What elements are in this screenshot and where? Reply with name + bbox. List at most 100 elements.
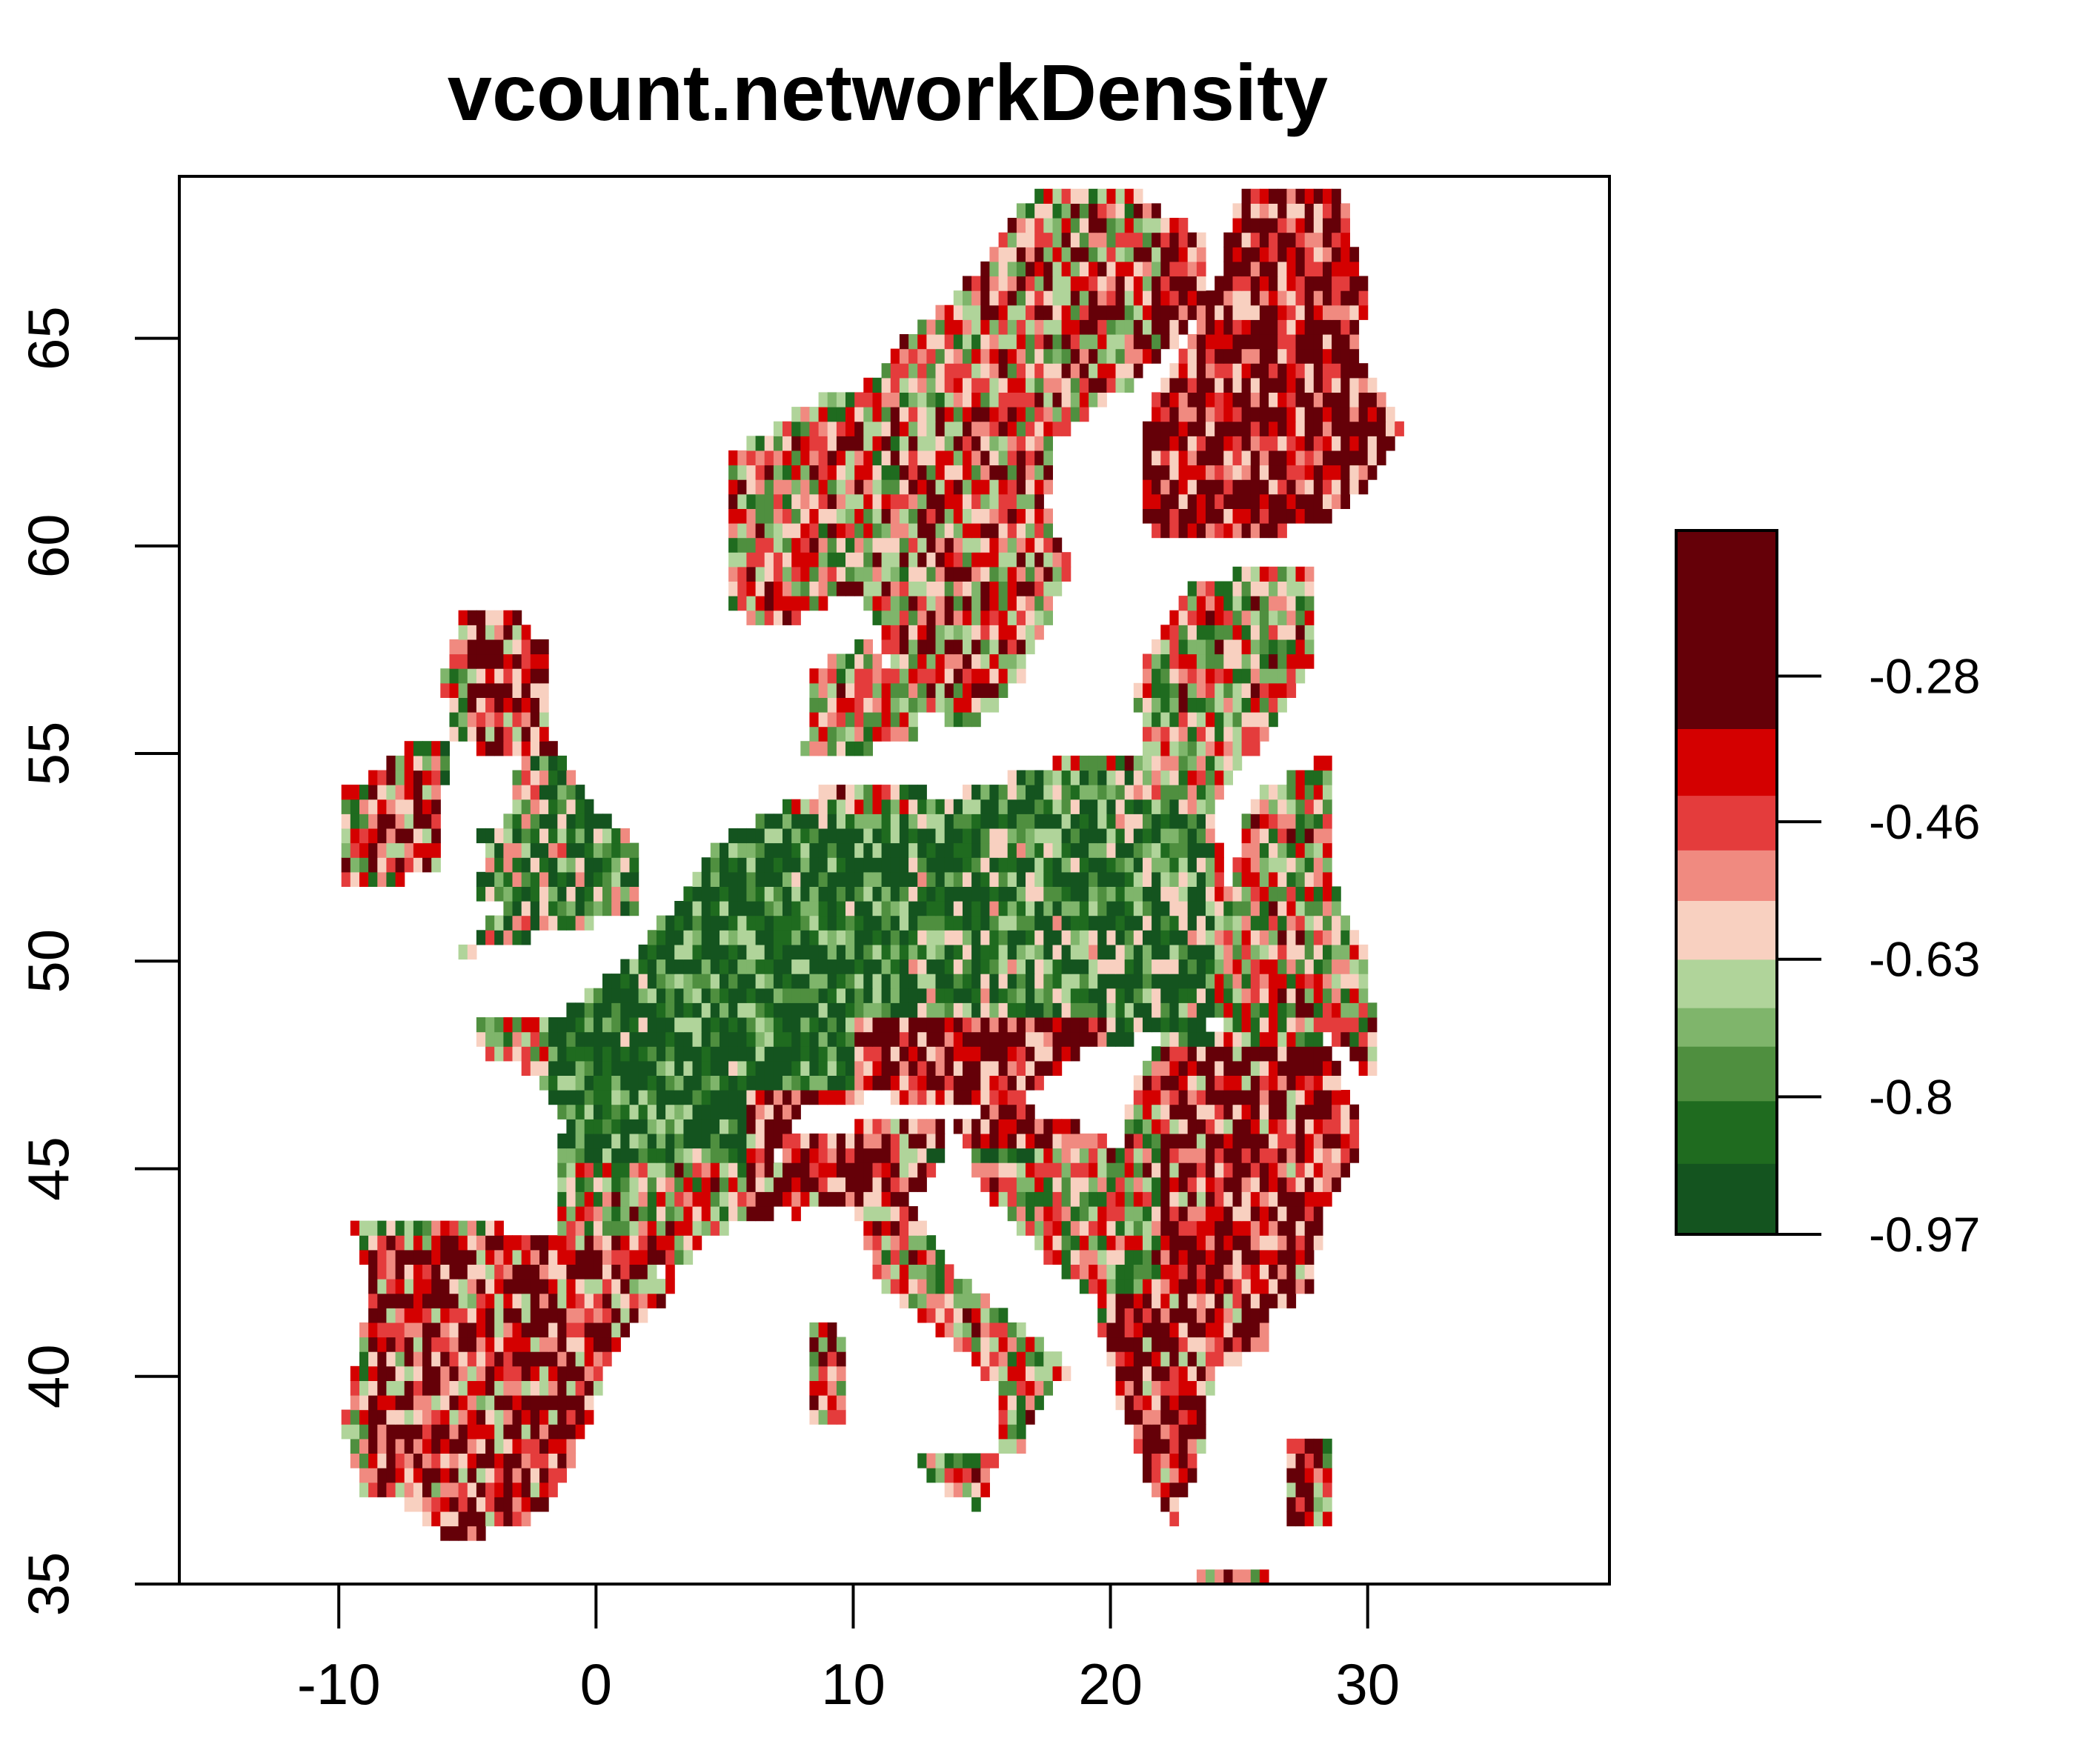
raster-cell bbox=[827, 450, 837, 466]
raster-cell bbox=[395, 1322, 405, 1338]
raster-cell bbox=[1215, 1104, 1224, 1119]
raster-cell bbox=[926, 1090, 937, 1105]
raster-cell bbox=[1196, 596, 1206, 611]
raster-cell bbox=[1241, 639, 1252, 655]
raster-cell bbox=[476, 1337, 486, 1352]
raster-cell bbox=[1133, 1249, 1143, 1265]
raster-cell bbox=[1124, 1017, 1134, 1033]
raster-cell bbox=[548, 1249, 558, 1265]
raster-cell bbox=[845, 1046, 855, 1062]
raster-cell bbox=[377, 1365, 387, 1381]
raster-cell bbox=[1061, 1249, 1071, 1265]
raster-cell bbox=[530, 871, 540, 887]
raster-cell bbox=[1187, 1220, 1197, 1236]
raster-cell bbox=[1034, 537, 1044, 553]
raster-cell bbox=[944, 697, 954, 713]
raster-cell bbox=[935, 625, 946, 640]
raster-cell bbox=[1052, 785, 1063, 800]
raster-cell bbox=[413, 770, 423, 785]
raster-cell bbox=[1079, 1133, 1089, 1149]
raster-cell bbox=[584, 1031, 594, 1047]
raster-cell bbox=[746, 857, 757, 873]
raster-cell bbox=[1206, 421, 1215, 436]
raster-cell bbox=[854, 682, 864, 698]
raster-cell bbox=[836, 668, 846, 684]
raster-cell bbox=[728, 1046, 738, 1062]
raster-cell bbox=[647, 1031, 657, 1047]
raster-cell bbox=[1178, 842, 1189, 858]
raster-cell bbox=[575, 785, 585, 800]
raster-cell bbox=[1241, 1060, 1252, 1076]
raster-cell bbox=[944, 508, 954, 524]
raster-cell bbox=[1332, 493, 1341, 509]
raster-cell bbox=[944, 974, 954, 989]
raster-cell bbox=[935, 653, 946, 669]
raster-cell bbox=[503, 915, 514, 931]
raster-cell bbox=[1332, 1148, 1341, 1163]
raster-cell bbox=[881, 1264, 891, 1280]
raster-cell bbox=[1152, 1046, 1161, 1062]
raster-cell bbox=[1070, 828, 1080, 844]
raster-cell bbox=[1007, 450, 1017, 466]
raster-cell bbox=[710, 1119, 720, 1134]
raster-cell bbox=[1295, 1191, 1306, 1207]
raster-cell bbox=[557, 915, 567, 931]
raster-cell bbox=[1323, 799, 1332, 814]
raster-cell bbox=[503, 1337, 514, 1352]
raster-cell bbox=[602, 1162, 612, 1178]
raster-cell bbox=[1052, 421, 1063, 436]
raster-cell bbox=[1089, 1235, 1098, 1251]
raster-cell bbox=[584, 1191, 594, 1207]
raster-cell bbox=[1269, 1002, 1278, 1018]
raster-cell bbox=[566, 1191, 576, 1207]
raster-cell bbox=[746, 901, 757, 916]
raster-cell bbox=[944, 1017, 954, 1033]
raster-cell bbox=[1034, 1337, 1044, 1352]
raster-cell bbox=[476, 1424, 486, 1440]
raster-cell bbox=[1169, 1133, 1180, 1149]
raster-cell bbox=[692, 1162, 702, 1178]
raster-cell bbox=[1223, 944, 1233, 960]
raster-cell bbox=[1070, 901, 1080, 916]
raster-cell bbox=[1152, 1090, 1161, 1105]
raster-cell bbox=[548, 1031, 558, 1047]
raster-cell bbox=[1295, 407, 1306, 422]
raster-cell bbox=[1034, 1017, 1044, 1033]
raster-cell bbox=[476, 1322, 486, 1338]
raster-cell bbox=[1241, 1104, 1252, 1119]
raster-cell bbox=[1340, 959, 1350, 974]
raster-cell bbox=[1277, 1104, 1287, 1119]
raster-cell bbox=[764, 930, 774, 945]
raster-cell bbox=[854, 450, 864, 466]
raster-cell bbox=[863, 842, 873, 858]
raster-cell bbox=[467, 625, 477, 640]
raster-cell bbox=[692, 1075, 702, 1091]
raster-cell bbox=[1232, 1090, 1243, 1105]
raster-cell bbox=[476, 1438, 486, 1454]
raster-cell bbox=[1178, 479, 1189, 495]
raster-cell bbox=[1223, 697, 1233, 713]
raster-cell bbox=[1241, 1148, 1252, 1163]
raster-cell bbox=[1340, 1017, 1350, 1033]
raster-cell bbox=[620, 1308, 630, 1323]
raster-cell bbox=[665, 974, 675, 989]
raster-cell bbox=[1016, 1060, 1026, 1076]
raster-cell bbox=[1286, 610, 1297, 625]
raster-cell bbox=[593, 1206, 603, 1222]
raster-cell bbox=[926, 697, 937, 713]
raster-cell bbox=[548, 1293, 558, 1308]
raster-cell bbox=[1223, 1308, 1233, 1323]
raster-cell bbox=[1007, 1046, 1017, 1062]
raster-cell bbox=[953, 668, 963, 684]
raster-cell bbox=[1143, 1453, 1152, 1468]
raster-cell bbox=[935, 886, 946, 902]
raster-cell bbox=[593, 1133, 603, 1149]
raster-cell bbox=[989, 1104, 1000, 1119]
raster-cell bbox=[1115, 974, 1126, 989]
raster-cell bbox=[1259, 523, 1269, 539]
raster-cell bbox=[863, 828, 873, 844]
raster-cell bbox=[1358, 1002, 1369, 1018]
raster-cell bbox=[1133, 1395, 1143, 1411]
raster-cell bbox=[1169, 625, 1180, 640]
raster-cell bbox=[908, 1206, 918, 1222]
